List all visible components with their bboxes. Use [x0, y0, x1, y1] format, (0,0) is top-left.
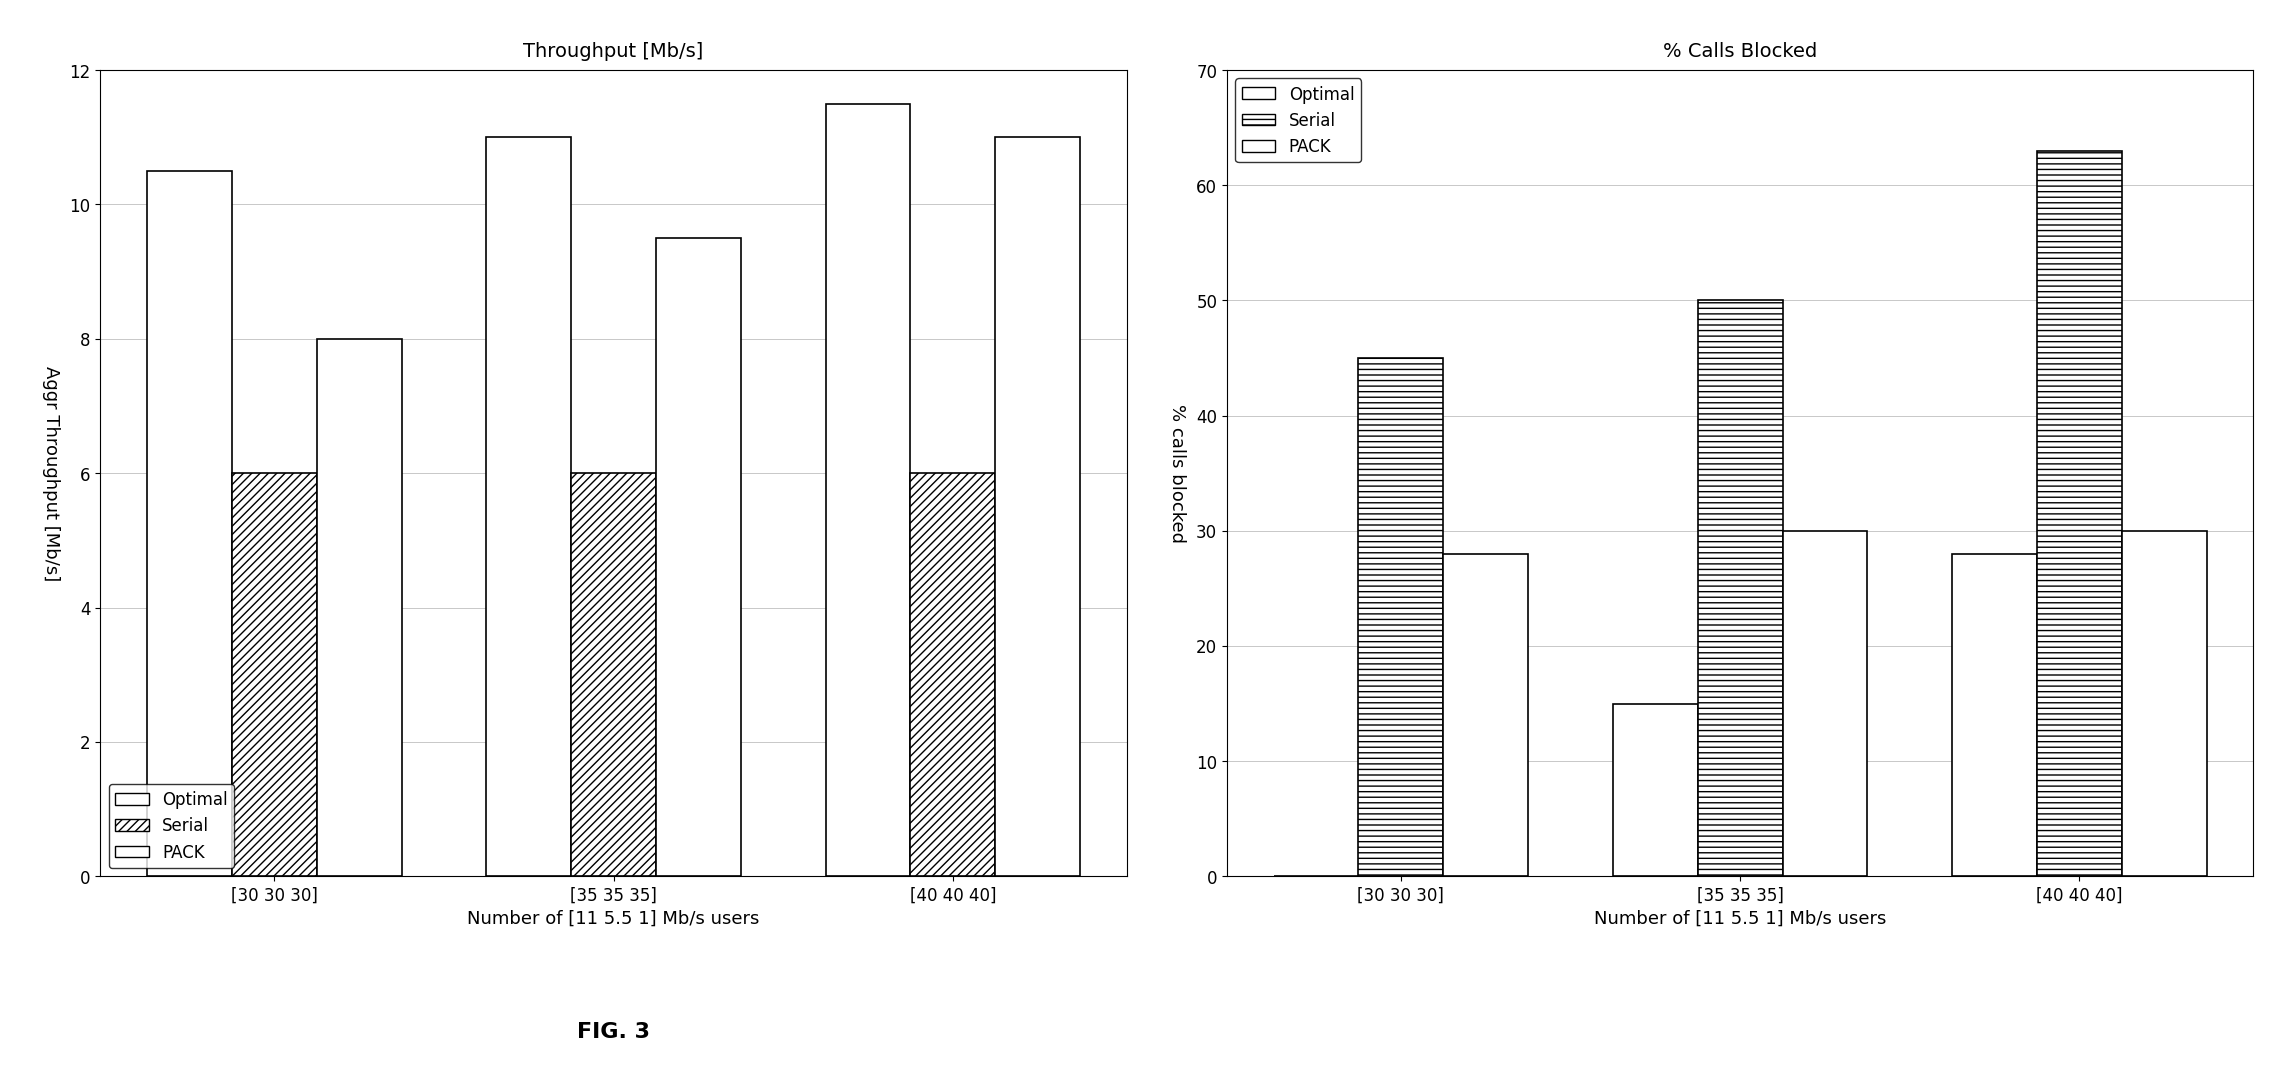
Bar [317, 339, 402, 877]
Title: % Calls Blocked: % Calls Blocked [1664, 41, 1818, 61]
Legend: Optimal, Serial, PACK: Optimal, Serial, PACK [1235, 78, 1361, 163]
X-axis label: Number of [11 5.5 1] Mb/s users: Number of [11 5.5 1] Mb/s users [468, 909, 760, 928]
Legend: Optimal, Serial, PACK: Optimal, Serial, PACK [108, 784, 234, 868]
Bar [1359, 358, 1444, 877]
Bar [996, 137, 1081, 877]
Bar [571, 474, 656, 877]
Bar [487, 137, 571, 877]
Bar [1783, 531, 1868, 877]
Bar [1444, 554, 1528, 877]
Bar [147, 171, 232, 877]
Title: Throughput [Mb/s]: Throughput [Mb/s] [523, 41, 705, 61]
Bar [826, 105, 911, 877]
Bar [2123, 531, 2208, 877]
Bar [232, 474, 317, 877]
Text: FIG. 3: FIG. 3 [576, 1021, 649, 1041]
Y-axis label: % calls blocked: % calls blocked [1168, 404, 1187, 543]
Y-axis label: Aggr Throughput [Mb/s]: Aggr Throughput [Mb/s] [41, 366, 60, 582]
Bar [2038, 151, 2123, 877]
Bar [656, 238, 741, 877]
Bar [1698, 301, 1783, 877]
Bar [911, 474, 996, 877]
Bar [1613, 703, 1698, 877]
X-axis label: Number of [11 5.5 1] Mb/s users: Number of [11 5.5 1] Mb/s users [1595, 909, 1886, 928]
Bar [1953, 554, 2038, 877]
